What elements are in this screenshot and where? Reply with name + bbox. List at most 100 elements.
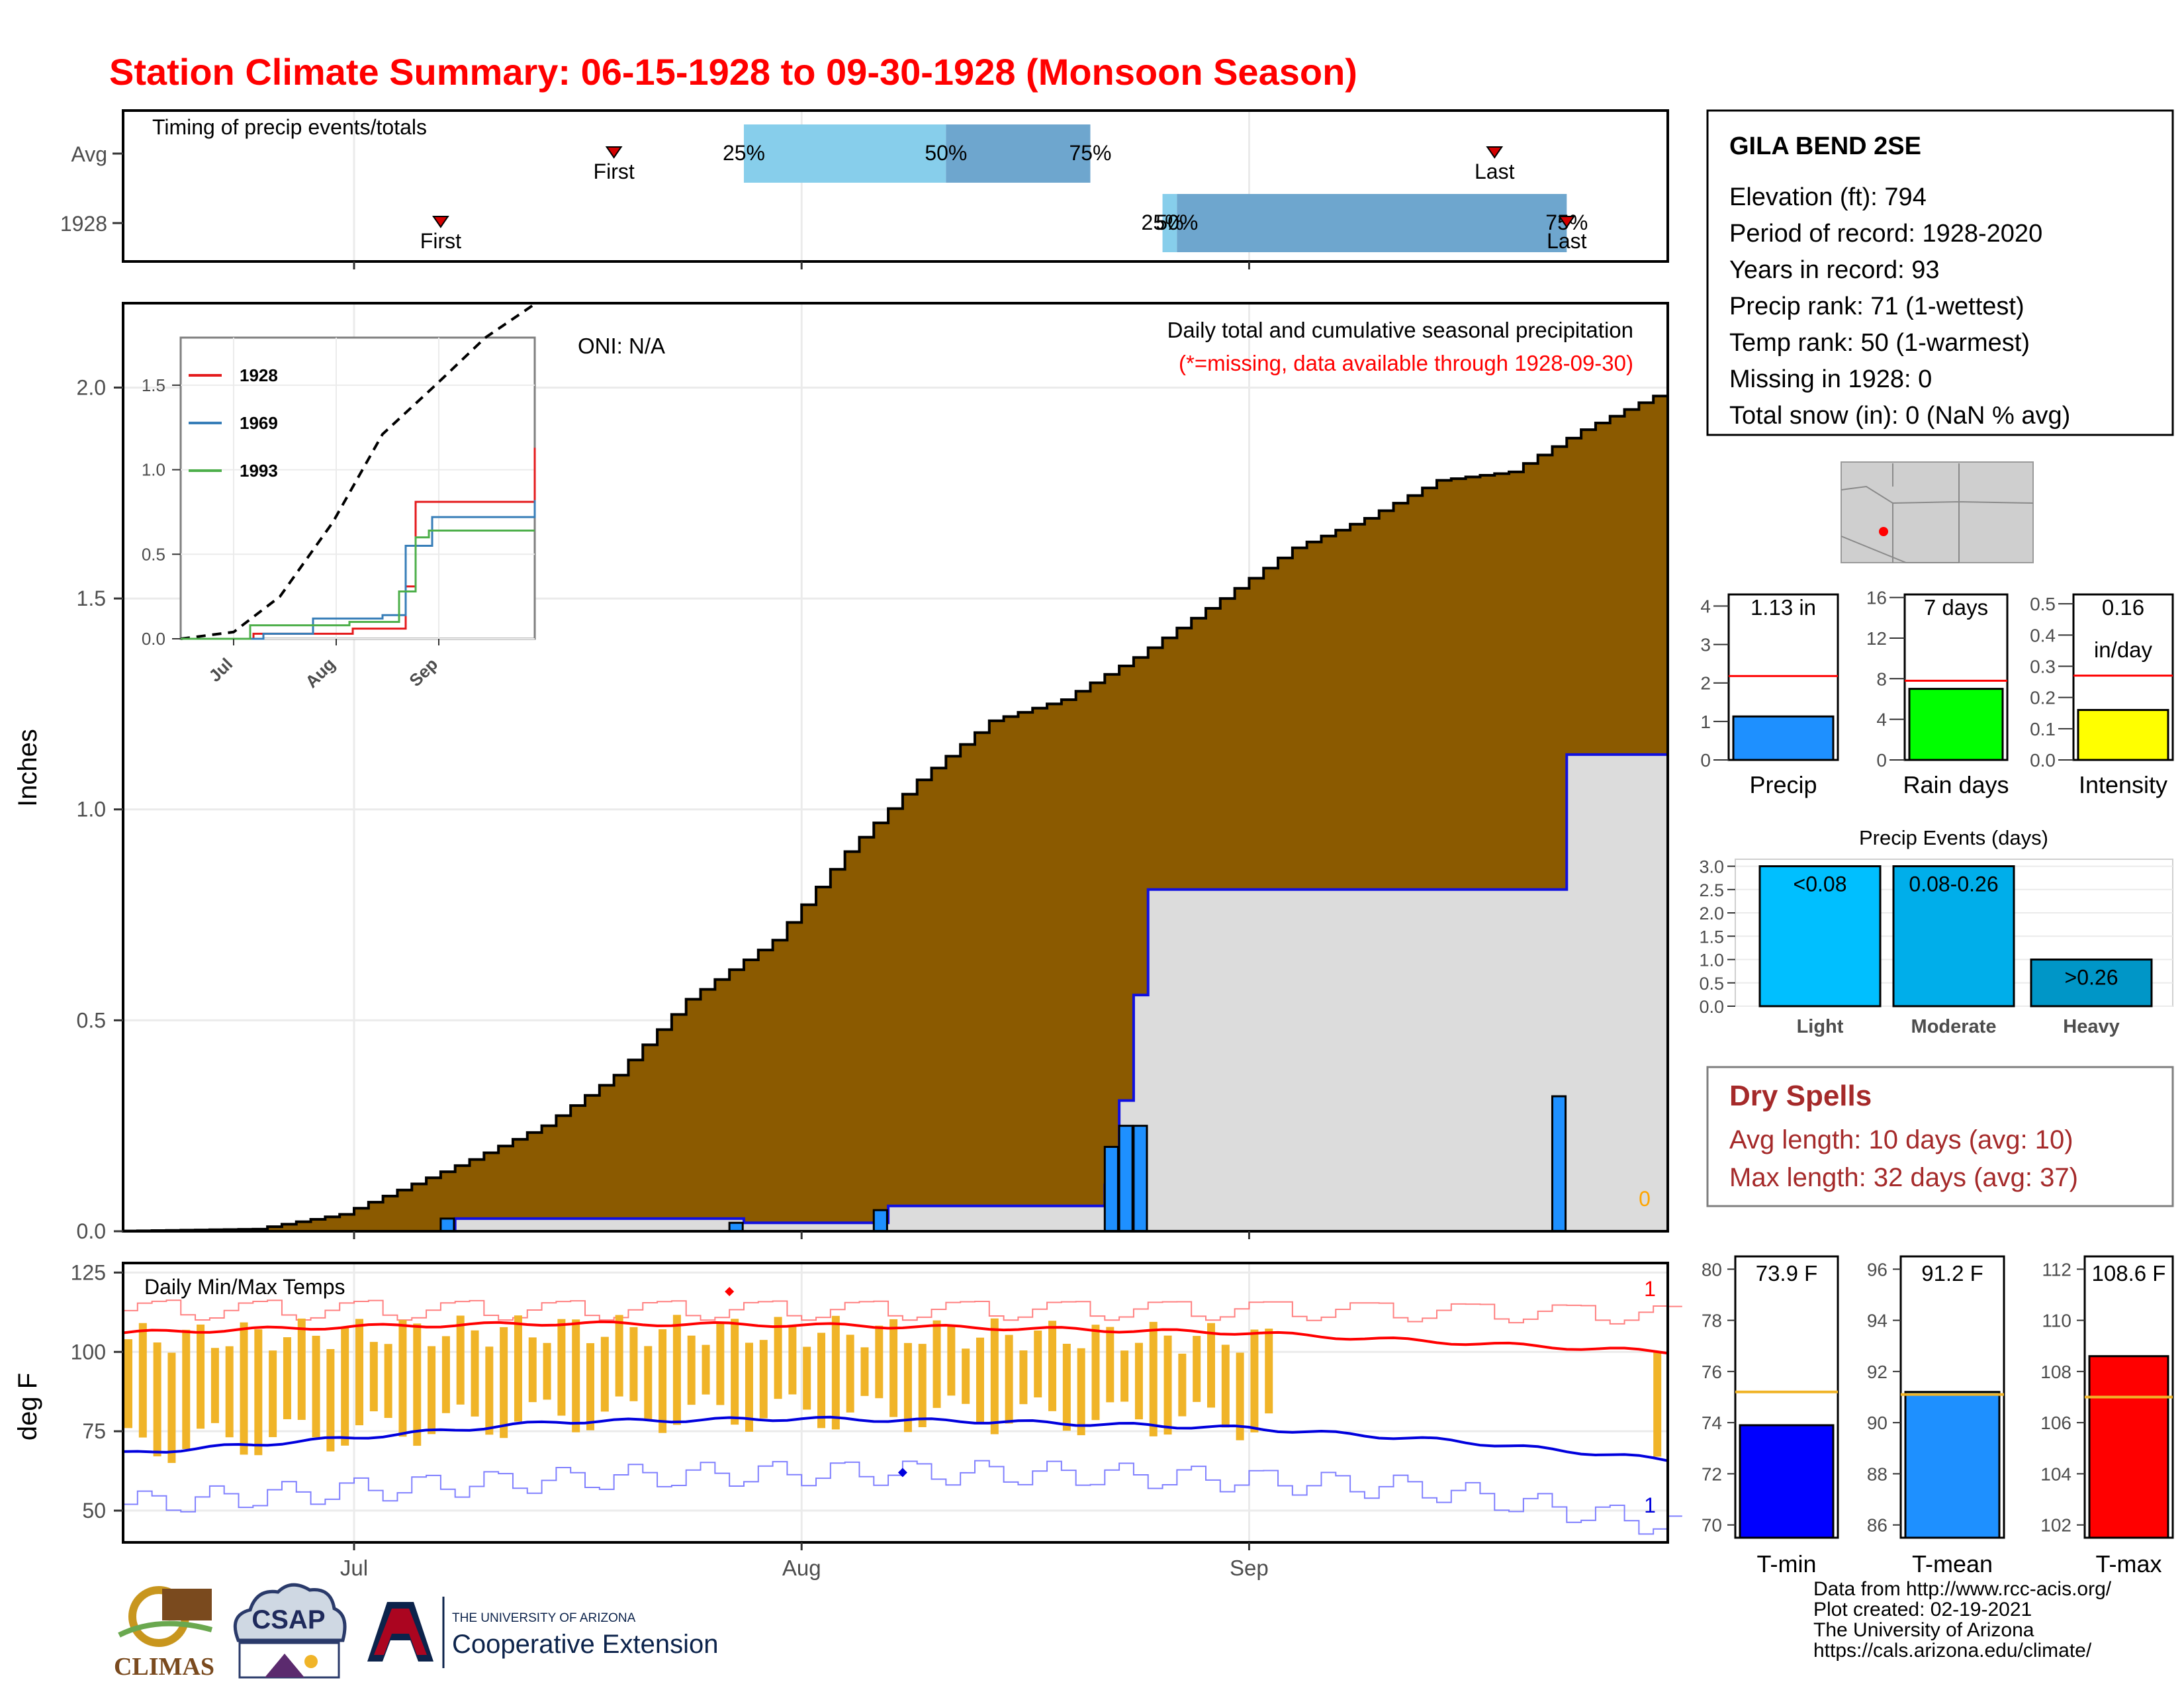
figure-title: Station Climate Summary: 06-15-1928 to 0…	[109, 51, 1357, 93]
daily-temp-bar	[1193, 1336, 1201, 1402]
y-tick-label: 100	[71, 1340, 106, 1364]
daily-temp-bar	[659, 1329, 667, 1433]
summary-value-bar	[1908, 688, 2004, 761]
oni-label: ONI: N/A	[578, 334, 665, 358]
footer-line: https://cals.arizona.edu/climate/	[1813, 1640, 2092, 1662]
temp-y-tick: 74	[1702, 1413, 1722, 1433]
daily-temp-bar	[1048, 1321, 1057, 1411]
daily-temp-bar	[1077, 1348, 1085, 1436]
daily-temp-bar	[557, 1319, 566, 1416]
daily-temp-bar	[687, 1335, 696, 1405]
daily-temp-bar	[182, 1329, 191, 1449]
y-tick-label: 2.0	[77, 375, 106, 399]
daily-temp-bar	[355, 1319, 364, 1426]
summary-value-text: 0.16	[2102, 595, 2144, 620]
daily-temp-bar	[672, 1315, 681, 1425]
daily-precip-bar	[439, 1217, 455, 1233]
daily-temp-bar	[543, 1342, 551, 1400]
daily-temp-bar	[485, 1346, 494, 1435]
footer-line: Plot created: 02-19-2021	[1813, 1599, 2032, 1620]
temp-y-tick: 96	[1867, 1259, 1888, 1280]
dry-spells-box: Dry Spells Avg length: 10 days (avg: 10) M…	[1706, 1066, 2174, 1207]
logos: CLIMAS CSAP THE UNIVERSITY OF ARIZONA Coope…	[114, 1583, 718, 1681]
daily-temp-bar	[600, 1336, 609, 1412]
x-tick-label: Sep	[1230, 1556, 1269, 1580]
inset-series-line	[181, 530, 535, 640]
daily-temp-bar	[990, 1318, 999, 1434]
summary-y-tick: 1	[1700, 712, 1711, 732]
temp-value-text: 108.6 F	[2092, 1261, 2166, 1286]
daily-temp-bar	[1206, 1323, 1215, 1408]
inset-y-tick: 1.0	[142, 460, 165, 480]
daily-temp-bar	[644, 1346, 653, 1421]
events-title: Precip Events (days)	[1859, 826, 2048, 849]
daily-temp-bar	[629, 1327, 638, 1401]
summary-y-tick: 0.0	[2030, 750, 2056, 771]
x-tick-label: Jul	[340, 1556, 368, 1580]
summary-value-text: in/day	[2094, 637, 2153, 662]
summary-value-text: 7 days	[1924, 595, 1988, 620]
climas-logo-block	[162, 1589, 212, 1620]
daily-temp-bar	[759, 1340, 768, 1419]
daily-temp-bar	[702, 1344, 710, 1395]
daily-temp-bar	[1221, 1344, 1230, 1428]
timing-panel: 25%50%75%FirstLast25%50%75%FirstLastTimi…	[60, 109, 1669, 269]
y-tick-label: 50	[82, 1499, 106, 1523]
observed-cumulative-area	[123, 754, 1668, 1231]
inset-avg-line	[180, 303, 536, 640]
temp-y-tick: 78	[1702, 1311, 1722, 1331]
event-label: First	[420, 229, 461, 253]
timing-bar-25-50	[1162, 194, 1177, 252]
temp-value-text: 73.9 F	[1756, 1261, 1818, 1286]
summary-bar-label: Rain days	[1903, 771, 2009, 798]
temp-y-tick: 86	[1867, 1515, 1888, 1536]
daily-temp-bar	[456, 1315, 465, 1405]
season-temp-bars: 73.9 F 70 72 74 76 78 80 T-min 91.2 F 86 88 90 92 94 9…	[1702, 1255, 2174, 1577]
temp-bar-label: T-min	[1757, 1550, 1817, 1577]
temp-y-tick: 106	[2040, 1413, 2071, 1433]
temp-y-tick: 104	[2040, 1464, 2071, 1484]
percentile-label: 75%	[1069, 141, 1111, 165]
daily-temp-bar	[124, 1339, 132, 1429]
y-axis-label: Inches	[13, 729, 42, 807]
events-y-tick: 0.5	[1699, 974, 1724, 994]
temp-y-tick: 94	[1867, 1311, 1888, 1331]
event-range-label: <0.08	[1794, 872, 1847, 896]
ua-logo-red-a	[374, 1609, 427, 1655]
temp-y-tick: 70	[1702, 1515, 1722, 1536]
summary-y-tick: 0	[1876, 750, 1887, 771]
y-axis-label: deg F	[13, 1373, 42, 1440]
daily-temp-bar	[586, 1343, 595, 1430]
station-detail: Elevation (ft): 794	[1729, 183, 1927, 211]
station-detail: Missing in 1928: 0	[1729, 365, 1932, 393]
dry-box-border	[1706, 1066, 2174, 1207]
daily-temp-bar	[572, 1319, 580, 1432]
event-category-label: Light	[1797, 1016, 1844, 1037]
daily-temp-bar	[210, 1348, 219, 1423]
station-detail: Total snow (in): 0 (NaN % avg)	[1729, 402, 2070, 430]
daily-temp-bar	[1034, 1330, 1042, 1398]
temp-y-tick: 112	[2042, 1259, 2071, 1280]
daily-temp-bar	[831, 1315, 840, 1430]
summary-y-tick: 0.3	[2030, 656, 2056, 677]
temp-value-bar	[2088, 1355, 2169, 1539]
daily-temp-bar	[889, 1319, 898, 1417]
summary-bar-label: Intensity	[2079, 771, 2167, 798]
daily-temp-bar	[1163, 1335, 1172, 1435]
station-detail: Years in record: 93	[1729, 256, 1940, 284]
temperature-panel: Daily Min/Max Temps 1 1 50 75 100 125 Jul Aug Sep…	[13, 1260, 1682, 1580]
temp-y-tick: 102	[2040, 1515, 2071, 1536]
station-detail: Temp rank: 50 (1-warmest)	[1729, 329, 2030, 357]
temp-value-text: 91.2 F	[1921, 1261, 1983, 1286]
summary-y-tick: 16	[1866, 588, 1887, 608]
state-borders	[1841, 463, 2034, 563]
daily-temp-bar	[918, 1344, 927, 1427]
percentile-label: 25%	[723, 141, 765, 165]
summary-y-tick: 3	[1700, 635, 1711, 655]
precip-events-chart: Precip Events (days) <0.08 Light 0.08-0.26 M…	[1699, 826, 2173, 1037]
record-max-line	[123, 1299, 1682, 1325]
y-tick-label: 125	[71, 1260, 106, 1284]
daily-temp-bar	[471, 1330, 479, 1417]
event-label: First	[594, 160, 635, 183]
